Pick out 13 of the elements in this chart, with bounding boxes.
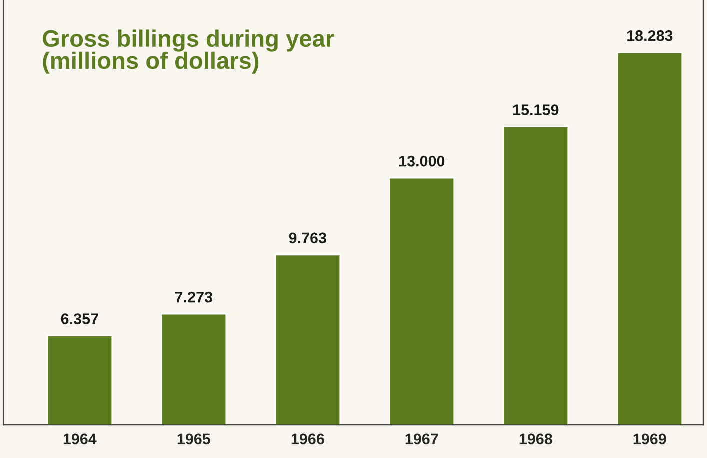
data-label: 9.763 <box>289 232 326 244</box>
data-label: 13.000 <box>399 156 445 167</box>
data-label: 7.273 <box>175 292 212 303</box>
x-tick-label: 1967 <box>406 434 438 445</box>
data-label: 18.283 <box>627 30 673 42</box>
x-tick-label: 1964 <box>64 434 97 445</box>
data-label: 6.357 <box>61 314 98 324</box>
text: Gross billings during year (millions of dollars) <box>43 30 334 74</box>
x-tick-label: 1968 <box>520 434 552 445</box>
x-tick-label: 1969 <box>634 434 666 445</box>
x-tick-label: 1966 <box>292 434 324 445</box>
data-label: 15.159 <box>513 104 559 116</box>
x-tick-label: 1965 <box>178 434 210 445</box>
